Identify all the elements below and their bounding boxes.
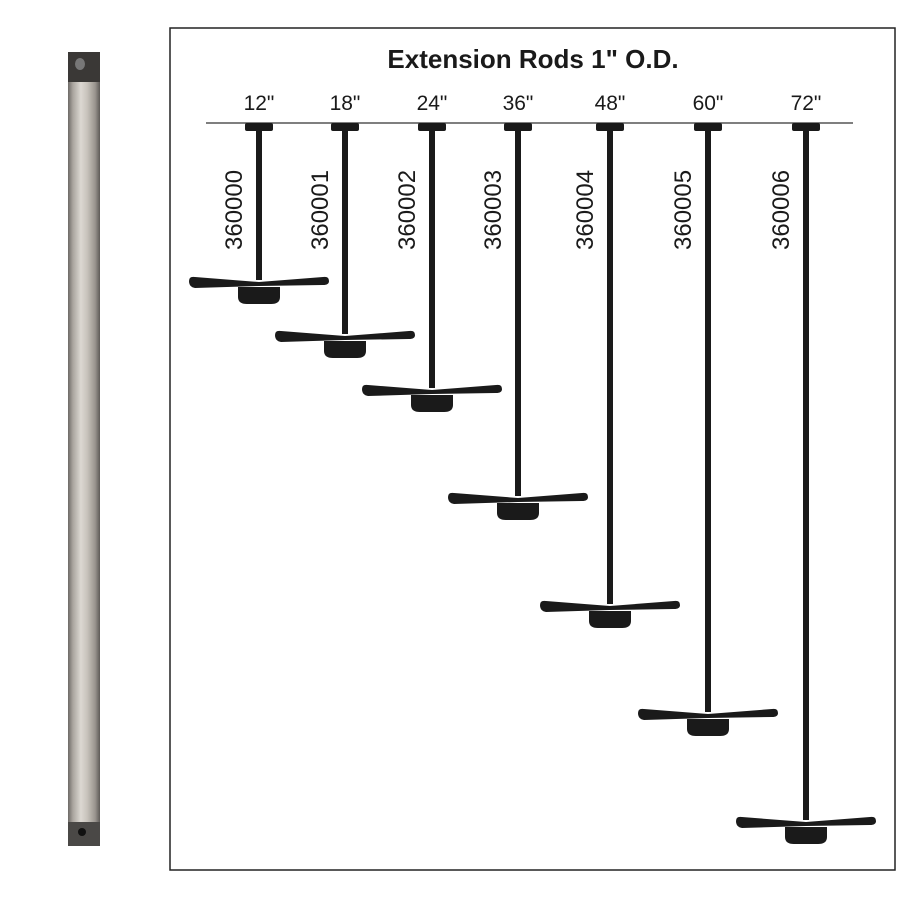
rod-hole-top xyxy=(75,58,85,70)
part-number: 360006 xyxy=(768,170,795,250)
rod-hole-bottom xyxy=(78,828,86,836)
fan-blades xyxy=(362,384,502,396)
fan-blades xyxy=(448,492,588,504)
canopy-mount xyxy=(504,123,532,131)
downrod xyxy=(607,128,613,604)
rod-360006: 72" 360006 xyxy=(736,92,876,844)
downrod xyxy=(803,128,809,820)
canopy-mount xyxy=(596,123,624,131)
part-number: 360003 xyxy=(480,170,507,250)
downrod xyxy=(342,128,348,334)
diagram-frame xyxy=(169,27,896,871)
rod-360002: 24" 360002 xyxy=(362,92,502,412)
rod-360004: 48" 360004 xyxy=(540,92,680,628)
product-rod-photo xyxy=(68,52,100,846)
diagram-title: Extension Rods 1" O.D. xyxy=(387,44,678,74)
rod-length-label: 18" xyxy=(330,92,361,115)
downrod xyxy=(515,128,521,496)
fan-motor-housing xyxy=(687,719,729,736)
downrod xyxy=(429,128,435,388)
fan-motor-housing xyxy=(324,341,366,358)
canopy-mount xyxy=(418,123,446,131)
fan-blades xyxy=(189,276,329,288)
part-number: 360002 xyxy=(394,170,421,250)
fan-motor-housing xyxy=(497,503,539,520)
fan-motor-housing xyxy=(785,827,827,844)
part-number: 360001 xyxy=(307,170,334,250)
fan-blades xyxy=(638,708,778,720)
rod-length-label: 72" xyxy=(791,92,822,115)
canopy-mount xyxy=(245,123,273,131)
rod-length-label: 36" xyxy=(503,92,534,115)
downrod xyxy=(256,128,262,280)
fan-blades xyxy=(540,600,680,612)
fan-blades xyxy=(275,330,415,342)
downrod xyxy=(705,128,711,712)
canopy-mount xyxy=(694,123,722,131)
rod-length-label: 60" xyxy=(693,92,724,115)
fan-motor-housing xyxy=(411,395,453,412)
rod-length-label: 12" xyxy=(244,92,275,115)
part-number: 360004 xyxy=(572,170,599,250)
rod-360001: 18" 360001 xyxy=(275,92,415,358)
rod-length-label: 24" xyxy=(417,92,448,115)
rod-length-label: 48" xyxy=(595,92,626,115)
rod-360003: 36" 360003 xyxy=(448,92,588,520)
canopy-mount xyxy=(792,123,820,131)
fan-blades xyxy=(736,816,876,828)
part-number: 360000 xyxy=(221,170,248,250)
fan-motor-housing xyxy=(589,611,631,628)
rod-360005: 60" 360005 xyxy=(638,92,778,736)
fan-motor-housing xyxy=(238,287,280,304)
rod-360000: 12" 360000 xyxy=(189,92,329,304)
part-number: 360005 xyxy=(670,170,697,250)
canopy-mount xyxy=(331,123,359,131)
